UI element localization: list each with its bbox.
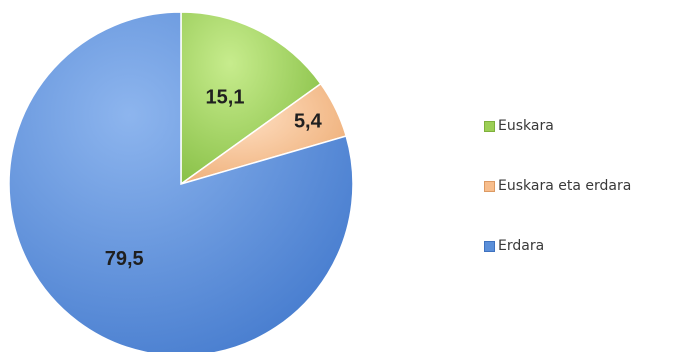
data-label-erdara: 79,5 [105, 248, 144, 270]
legend-swatch-euskara [484, 120, 495, 132]
pie-slice-erdara [8, 11, 354, 352]
legend-swatch-erdara [484, 240, 495, 252]
pie-slice-euskara [180, 11, 322, 186]
data-label-euskara-eta-erdara: 5,4 [294, 111, 323, 133]
legend-item-euskara-eta-erdara: Euskara eta erdara [484, 176, 631, 196]
legend-label: Euskara eta erdara [498, 178, 632, 194]
data-label-euskara: 15,1 [206, 87, 245, 109]
legend-label: Erdara [498, 238, 545, 254]
legend-label: Euskara [498, 118, 554, 134]
legend-item-euskara: Euskara [484, 116, 554, 136]
legend-item-erdara: Erdara [484, 236, 544, 256]
legend-swatch-euskara-eta-erdara [484, 180, 495, 192]
